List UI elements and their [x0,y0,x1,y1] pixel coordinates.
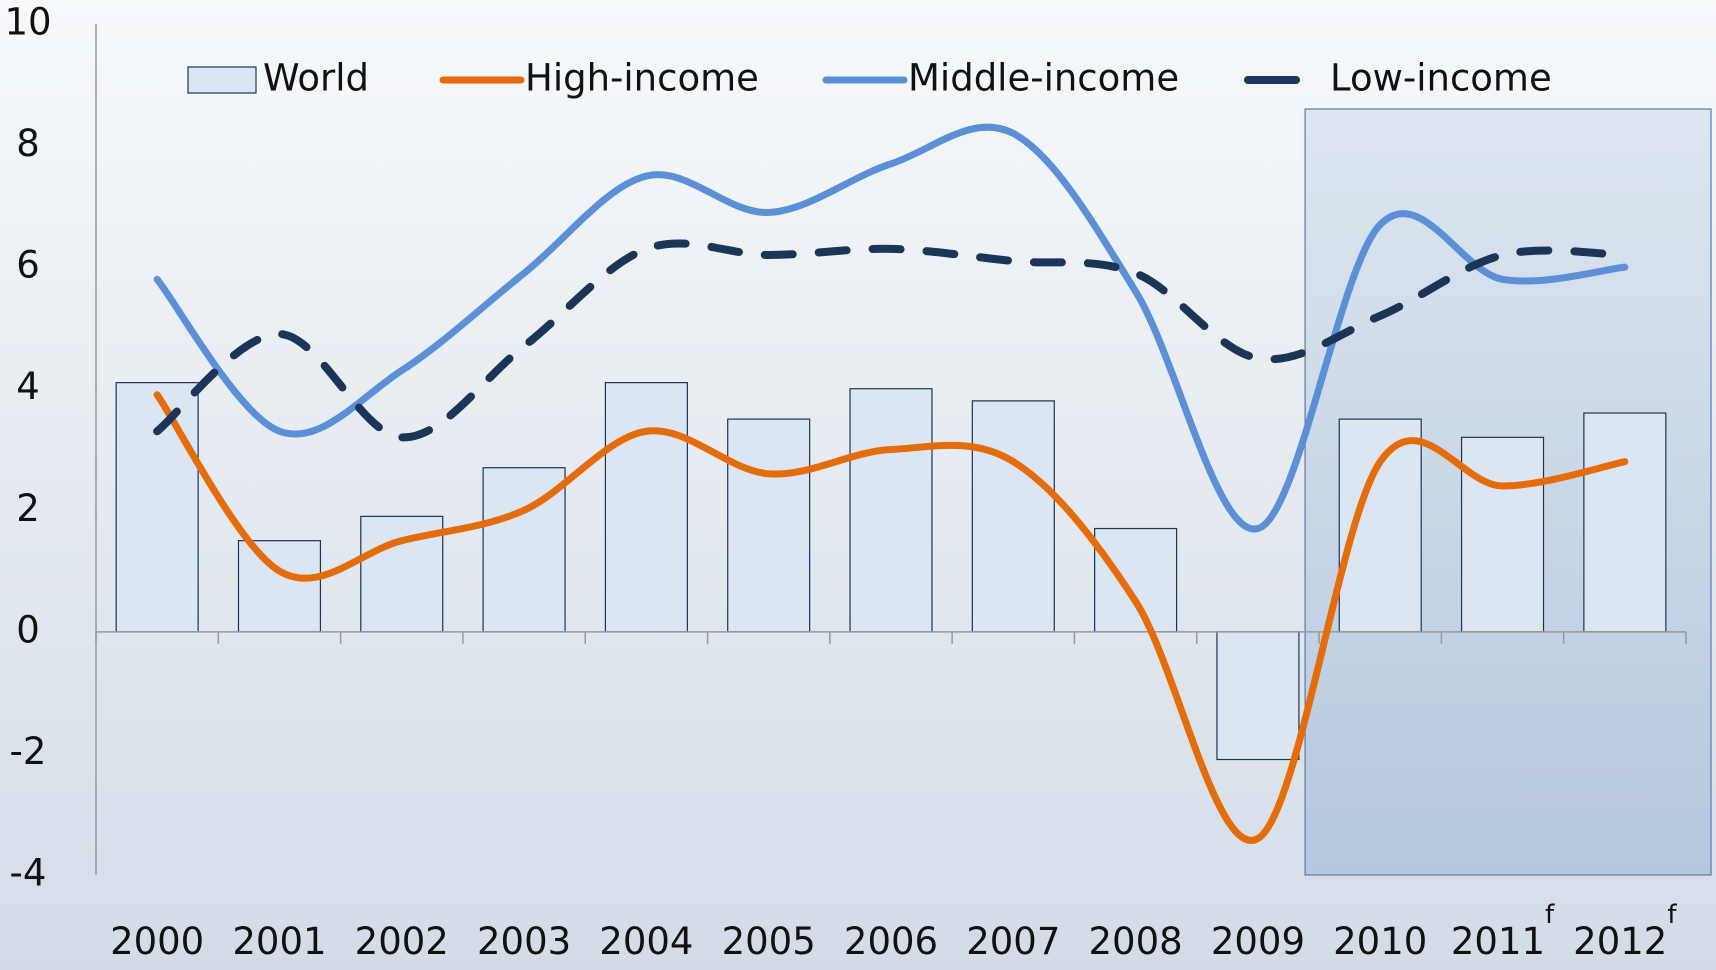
x-tick-label: 2007 [966,920,1060,963]
x-tick-label: 2003 [477,920,571,963]
bar [604,382,688,633]
y-tick-label: -2 [10,730,47,773]
bar [237,540,322,633]
x-tick-text: 2009 [1211,920,1305,963]
bar [971,400,1055,633]
bar [1583,412,1667,633]
y-tick-label: 0 [16,608,40,651]
x-tick-text: 2002 [355,920,449,963]
y-tick-label: 6 [16,244,40,287]
legend-label: High-income [525,57,759,100]
bar [727,418,811,633]
x-tick-text: 2007 [966,920,1060,963]
y-tick-label: 2 [16,487,40,530]
series-line [153,123,1629,533]
y-tick-label: 4 [16,365,40,408]
x-tick-text: 2012 [1573,920,1667,963]
x-tick-label: 2005 [722,920,816,963]
x-tick-text: 2003 [477,920,571,963]
x-tick-label: 2002 [355,920,449,963]
x-tick-text: 2011 [1451,920,1545,963]
bar [849,388,933,633]
x-tick-label: 2011f [1451,900,1555,963]
x-tick-text: 2008 [1089,920,1183,963]
x-tick-label: 2006 [844,920,938,963]
x-tick-label: 2010 [1333,920,1427,963]
x-tick-label: 2008 [1089,920,1183,963]
x-tick-superscript: f [1667,900,1677,930]
y-tick-label: -4 [10,852,47,895]
legend-swatch [187,66,257,94]
x-tick-text: 2004 [599,920,693,963]
x-tick-text: 2010 [1333,920,1427,963]
y-tick-label: 8 [16,122,40,165]
series-line [153,391,1629,844]
bar [1094,527,1178,633]
bar [1460,436,1545,633]
x-tick-label: 2001 [232,920,326,963]
series-line [153,239,1629,442]
x-tick-label: 2004 [599,920,693,963]
x-tick-label: 2000 [110,920,204,963]
bar [115,382,199,633]
bar [1216,631,1300,761]
x-tick-text: 2005 [722,920,816,963]
x-tick-text: 2000 [110,920,204,963]
x-tick-label: 2009 [1211,920,1305,963]
legend-label: World [263,57,369,100]
x-tick-label: 2012f [1573,900,1677,963]
x-tick-text: 2001 [232,920,326,963]
legend-label: Low-income [1330,57,1552,100]
x-tick-text: 2006 [844,920,938,963]
y-tick-label: 10 [4,1,51,44]
legend-label: Middle-income [908,57,1179,100]
x-tick-superscript: f [1545,900,1555,930]
